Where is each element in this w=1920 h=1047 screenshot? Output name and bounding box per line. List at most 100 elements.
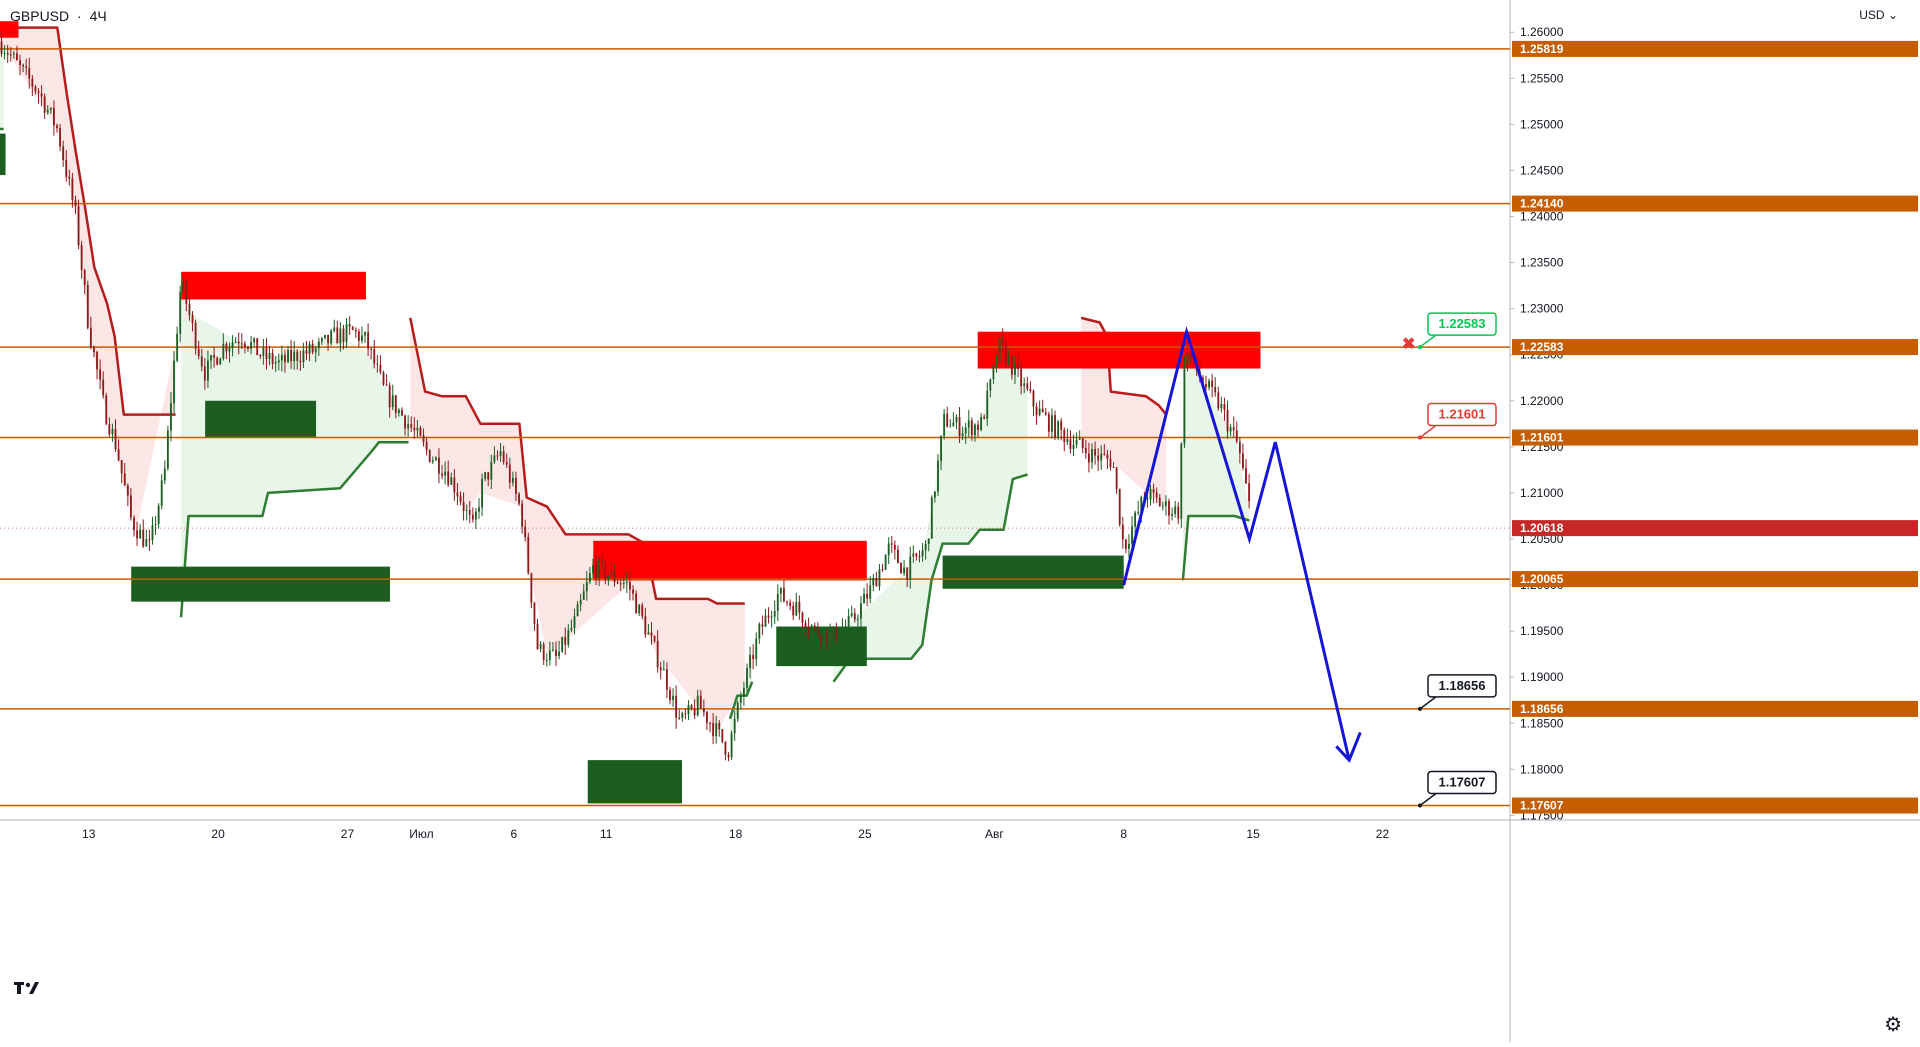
level-price-label: 1.25819 (1520, 42, 1564, 56)
candle-body (635, 593, 638, 614)
candle-body (31, 78, 34, 87)
candle-body (927, 538, 930, 544)
candle-body (1066, 439, 1069, 443)
candle-body (262, 347, 265, 357)
candle-body (755, 638, 758, 659)
candle-body (841, 628, 844, 638)
interval-label[interactable]: 4Ч (89, 8, 107, 24)
supply-zone (977, 331, 1261, 369)
candle-body (1152, 488, 1155, 493)
candle-body (80, 245, 83, 270)
candle-body (940, 435, 942, 461)
candle-body (767, 615, 770, 618)
candle-body (838, 637, 841, 641)
trailing-stop-down-line (1080, 316, 1168, 416)
supply-zone (181, 271, 366, 300)
candle-body (1189, 353, 1192, 360)
candle-body (240, 343, 243, 345)
candle-body (197, 348, 200, 357)
candle-body (1078, 438, 1081, 440)
projection-arrowhead-icon (1335, 731, 1362, 763)
candle-body (314, 348, 317, 353)
tradingview-logo-icon[interactable] (12, 978, 42, 998)
trailing-stop-up-line (728, 681, 754, 720)
candle-body (875, 578, 878, 587)
candle-body (598, 560, 601, 578)
candle-body (317, 341, 320, 349)
candle-body (681, 713, 684, 718)
candle-body (287, 349, 289, 363)
candle-body (1075, 439, 1078, 445)
candle-body (111, 429, 114, 435)
candle-body (998, 337, 1001, 363)
candle-body (379, 364, 382, 373)
candle-body (179, 291, 182, 334)
candle-body (305, 350, 308, 354)
candle-body (373, 349, 376, 364)
candle-body (259, 355, 262, 357)
candle-body (693, 708, 696, 716)
candle-body (653, 636, 656, 642)
candle-body (176, 333, 179, 361)
candle-body (327, 334, 329, 344)
candle-body (570, 627, 573, 631)
candle-body (12, 53, 15, 55)
candle-body (434, 457, 437, 461)
demand-zone (942, 555, 1124, 589)
symbol-header[interactable]: GBPUSD · 4Ч (10, 8, 111, 24)
trailing-stop-up-area (1182, 356, 1250, 581)
candle-body (74, 200, 77, 207)
candle-body (59, 128, 61, 147)
candle-body (776, 593, 779, 611)
candle-body (561, 637, 564, 652)
currency-selector[interactable]: USD ⌄ (1859, 8, 1898, 22)
level-price-label: 1.17607 (1520, 799, 1564, 813)
candle-body (213, 355, 216, 358)
candle-body (706, 711, 708, 724)
candle-body (394, 395, 397, 413)
candle-body (921, 550, 924, 557)
candle-body (946, 413, 949, 427)
candle-body (1183, 366, 1186, 444)
candle-body (1124, 539, 1127, 549)
callout-anchor (1418, 803, 1422, 808)
symbol-separator: · (77, 8, 82, 24)
candle-body (995, 362, 998, 366)
demand-zone (0, 133, 6, 176)
candle-body (1121, 524, 1124, 540)
candle-body (462, 501, 465, 511)
y-tick-label: 1.23500 (1520, 256, 1564, 270)
candle-body (1103, 453, 1106, 455)
candle-body (647, 632, 650, 635)
candle-body (961, 433, 964, 437)
candle-body (1038, 408, 1041, 416)
candle-body (428, 450, 431, 462)
candle-body (441, 473, 443, 476)
candle-body (878, 569, 881, 587)
candle-body (65, 160, 68, 177)
candle-body (983, 416, 986, 419)
candle-body (573, 616, 576, 628)
candle-body (293, 351, 296, 362)
settings-gear-icon[interactable]: ⚙ (1884, 1014, 1902, 1036)
candle-body (585, 581, 588, 592)
candle-body (712, 723, 715, 737)
symbol-name[interactable]: GBPUSD (10, 8, 70, 24)
demand-zone (205, 400, 317, 438)
candle-body (758, 624, 761, 639)
candle-body (117, 449, 120, 461)
callout-label: 1.22583 (1439, 316, 1486, 331)
candle-body (1029, 389, 1032, 391)
candle-body (977, 424, 979, 430)
candle-body (881, 569, 884, 571)
candle-body (364, 332, 366, 336)
candle-body (832, 626, 835, 632)
candle-body (99, 369, 102, 380)
candle-body (521, 503, 524, 527)
candle-body (903, 567, 906, 574)
candle-body (558, 651, 561, 657)
candle-body (416, 427, 419, 431)
candle-body (1087, 453, 1090, 463)
